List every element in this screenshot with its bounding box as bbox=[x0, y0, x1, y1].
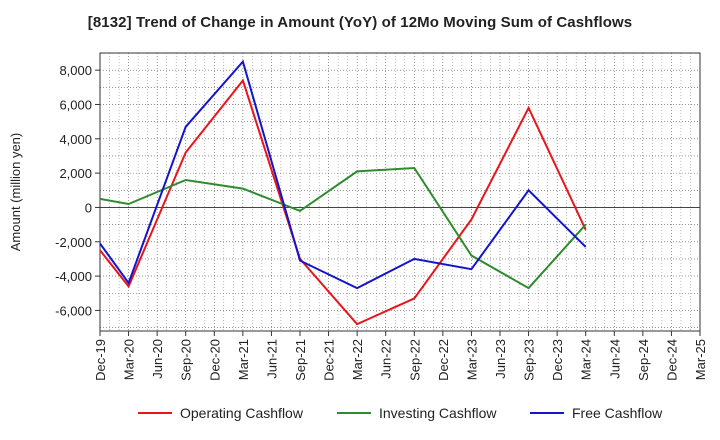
x-tick-label: Jun-21 bbox=[264, 339, 279, 379]
x-tick-label: Dec-22 bbox=[436, 339, 451, 381]
x-tick-label: Dec-23 bbox=[550, 339, 565, 381]
legend-label-investing: Investing Cashflow bbox=[379, 405, 497, 421]
x-tick-label: Jun-24 bbox=[607, 339, 622, 379]
y-tick-label: -4,000 bbox=[55, 269, 92, 284]
x-tick-label: Mar-25 bbox=[693, 339, 708, 380]
y-axis-label: Amount (million yen) bbox=[8, 133, 23, 252]
y-tick-label: 2,000 bbox=[59, 166, 92, 181]
x-tick-label: Mar-20 bbox=[122, 339, 137, 380]
legend-swatch-free bbox=[530, 412, 564, 414]
x-tick-label: Dec-21 bbox=[322, 339, 337, 381]
chart-title: [8132] Trend of Change in Amount (YoY) o… bbox=[87, 14, 633, 31]
series-line-operating-cashflow bbox=[99, 78, 587, 326]
x-tick-label: Jun-22 bbox=[379, 339, 394, 379]
y-tick-label: -2,000 bbox=[55, 235, 92, 250]
x-tick-label: Mar-24 bbox=[579, 339, 594, 380]
x-tick-label: Sep-22 bbox=[407, 339, 422, 381]
y-tick-label: 4,000 bbox=[59, 132, 92, 147]
x-tick-label: Mar-22 bbox=[350, 339, 365, 380]
y-tick-label: 0 bbox=[85, 200, 92, 215]
y-tick-label: -6,000 bbox=[55, 303, 92, 318]
y-tick-label: 6,000 bbox=[59, 97, 92, 112]
x-tick-label: Mar-23 bbox=[464, 339, 479, 380]
y-tick-label: 8,000 bbox=[59, 63, 92, 78]
plot-frame bbox=[99, 52, 701, 332]
legend: Operating Cashflow Investing Cashflow Fr… bbox=[0, 405, 720, 427]
x-tick-label: Dec-19 bbox=[93, 339, 108, 381]
x-tick-label: Sep-21 bbox=[293, 339, 308, 381]
x-tick-label: Sep-23 bbox=[522, 339, 537, 381]
x-tick-label: Jun-20 bbox=[150, 339, 165, 379]
legend-label-free: Free Cashflow bbox=[572, 405, 663, 421]
x-tick-label: Dec-20 bbox=[207, 339, 222, 381]
legend-item-investing: Investing Cashflow bbox=[337, 405, 497, 421]
x-tick-label: Dec-24 bbox=[664, 339, 679, 381]
x-tick-label: Mar-21 bbox=[236, 339, 251, 380]
legend-item-operating: Operating Cashflow bbox=[138, 405, 303, 421]
x-tick-label: Sep-24 bbox=[636, 339, 651, 381]
legend-swatch-investing bbox=[337, 412, 371, 414]
series-line-free-cashflow bbox=[99, 59, 587, 290]
series-line-investing-cashflow bbox=[99, 166, 587, 290]
x-tick-label: Sep-20 bbox=[179, 339, 194, 381]
legend-item-free: Free Cashflow bbox=[530, 405, 662, 421]
legend-label-operating: Operating Cashflow bbox=[180, 405, 303, 421]
x-tick-label: Jun-23 bbox=[493, 339, 508, 379]
legend-swatch-operating bbox=[138, 412, 172, 414]
